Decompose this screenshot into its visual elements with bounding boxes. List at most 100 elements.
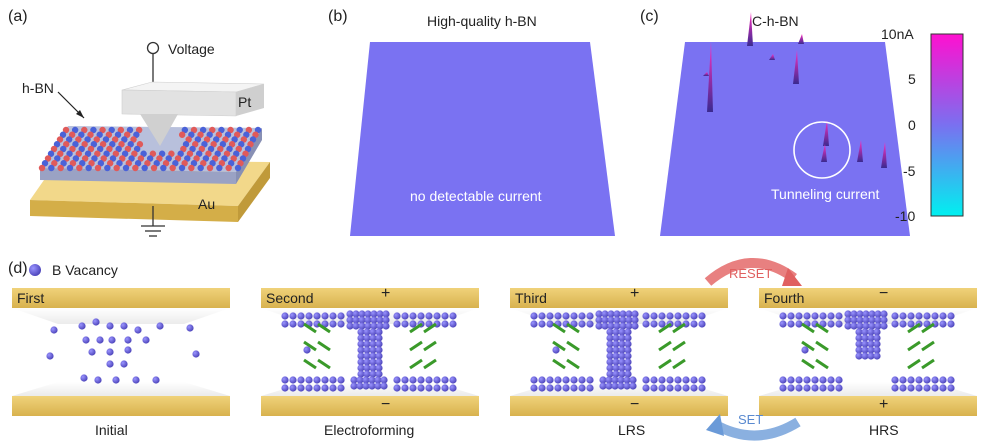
au-label: Au bbox=[198, 196, 216, 212]
migration-arrow-icon bbox=[658, 358, 672, 370]
vacancy bbox=[401, 384, 409, 392]
vacancy bbox=[370, 310, 378, 318]
vacancy bbox=[606, 328, 614, 336]
nitrogen-atom bbox=[137, 155, 145, 162]
pt-block-front bbox=[121, 89, 237, 117]
vacancy bbox=[369, 352, 377, 360]
nitrogen-atom bbox=[136, 141, 144, 148]
vacancy bbox=[449, 376, 457, 384]
vacancy bbox=[433, 376, 441, 384]
boron-atom bbox=[108, 126, 115, 134]
vacancy bbox=[861, 352, 869, 360]
vacancy bbox=[658, 320, 666, 328]
vacancy bbox=[570, 384, 578, 392]
colorbar-tick: 5 bbox=[908, 71, 916, 87]
vacancy bbox=[313, 384, 321, 392]
nitrogen-atom bbox=[124, 145, 132, 153]
vacancy bbox=[106, 348, 114, 356]
vacancy bbox=[819, 384, 827, 392]
tunneling-highlight-circle bbox=[793, 121, 851, 179]
vacancy bbox=[698, 376, 706, 384]
nitrogen-atom bbox=[215, 131, 223, 138]
vacancy bbox=[297, 376, 305, 384]
vacancy bbox=[915, 376, 923, 384]
vacancy bbox=[607, 310, 615, 318]
boron-atom bbox=[221, 155, 228, 162]
vacancy bbox=[891, 376, 899, 384]
vacancy bbox=[289, 320, 297, 328]
vacancy bbox=[346, 310, 354, 318]
nitrogen-atom bbox=[106, 145, 113, 153]
stage-bottom-sign: − bbox=[381, 396, 391, 413]
vacancy bbox=[82, 336, 90, 344]
vacancy bbox=[281, 384, 289, 392]
vacancy bbox=[599, 376, 607, 384]
vacancy bbox=[554, 312, 562, 320]
bottom-electrode bbox=[510, 396, 728, 416]
boron-atom bbox=[213, 136, 220, 143]
boron-atom bbox=[126, 126, 134, 134]
vacancy bbox=[409, 312, 417, 320]
nitrogen-atom bbox=[218, 160, 226, 167]
nitrogen-atom bbox=[106, 160, 114, 167]
nitrogen-atom bbox=[206, 164, 214, 172]
boron-atom bbox=[160, 164, 167, 172]
reset-label: RESET bbox=[729, 266, 773, 281]
nitrogen-atom bbox=[174, 155, 182, 162]
vacancy bbox=[329, 376, 337, 384]
vacancy bbox=[380, 376, 388, 384]
vacancy bbox=[907, 384, 915, 392]
vacancy bbox=[393, 320, 401, 328]
vacancy bbox=[156, 322, 164, 330]
vacancy bbox=[682, 384, 690, 392]
nitrogen-atom bbox=[205, 150, 212, 157]
nitrogen-atom bbox=[209, 126, 216, 134]
panel-b-label: (b) bbox=[328, 8, 348, 25]
vacancy bbox=[811, 376, 819, 384]
current-spike bbox=[793, 50, 799, 84]
vacancy bbox=[337, 376, 345, 384]
vacancy bbox=[409, 376, 417, 384]
boron-atom bbox=[226, 145, 233, 153]
migration-arrow-icon bbox=[815, 322, 829, 334]
boron-atom bbox=[84, 150, 92, 157]
vacancy bbox=[358, 310, 366, 318]
vacancy bbox=[363, 370, 371, 378]
vacancy bbox=[795, 384, 803, 392]
vacancy bbox=[613, 310, 621, 318]
panel-a-schematic bbox=[30, 41, 270, 237]
migration-arrow-icon bbox=[317, 340, 331, 352]
panel-b-title: High-quality h-BN bbox=[427, 13, 537, 29]
vacancy bbox=[624, 352, 632, 360]
boron-atom bbox=[209, 160, 216, 167]
nitrogen-atom bbox=[100, 155, 107, 162]
boron-atom bbox=[206, 131, 213, 138]
current-spike bbox=[703, 72, 709, 76]
boron-atom bbox=[53, 141, 61, 148]
vacancy bbox=[382, 310, 390, 318]
vacancy bbox=[329, 384, 337, 392]
migration-arrow-icon bbox=[658, 340, 672, 352]
vacancy bbox=[393, 312, 401, 320]
gold-substrate-front bbox=[30, 200, 238, 222]
boron-atom bbox=[66, 164, 74, 172]
vacancy bbox=[46, 352, 54, 360]
boron-atom bbox=[197, 164, 204, 172]
nitrogen-atom bbox=[76, 164, 83, 172]
vacancy bbox=[362, 382, 370, 390]
vacancy bbox=[868, 322, 876, 330]
vacancy bbox=[690, 376, 698, 384]
nitrogen-atom bbox=[135, 126, 143, 134]
nitrogen-atom bbox=[230, 155, 237, 162]
panel-c-note: Tunneling current bbox=[771, 186, 880, 202]
vacancy bbox=[369, 358, 377, 366]
colorbar bbox=[930, 33, 964, 217]
vacancy bbox=[595, 310, 603, 318]
stage-bottom-sign: + bbox=[879, 396, 889, 413]
vacancy bbox=[417, 376, 425, 384]
vacancy bbox=[94, 376, 102, 384]
nitrogen-atom bbox=[235, 145, 242, 153]
current-spike bbox=[823, 120, 829, 146]
vacancy bbox=[586, 384, 594, 392]
nitrogen-atom bbox=[99, 126, 106, 134]
